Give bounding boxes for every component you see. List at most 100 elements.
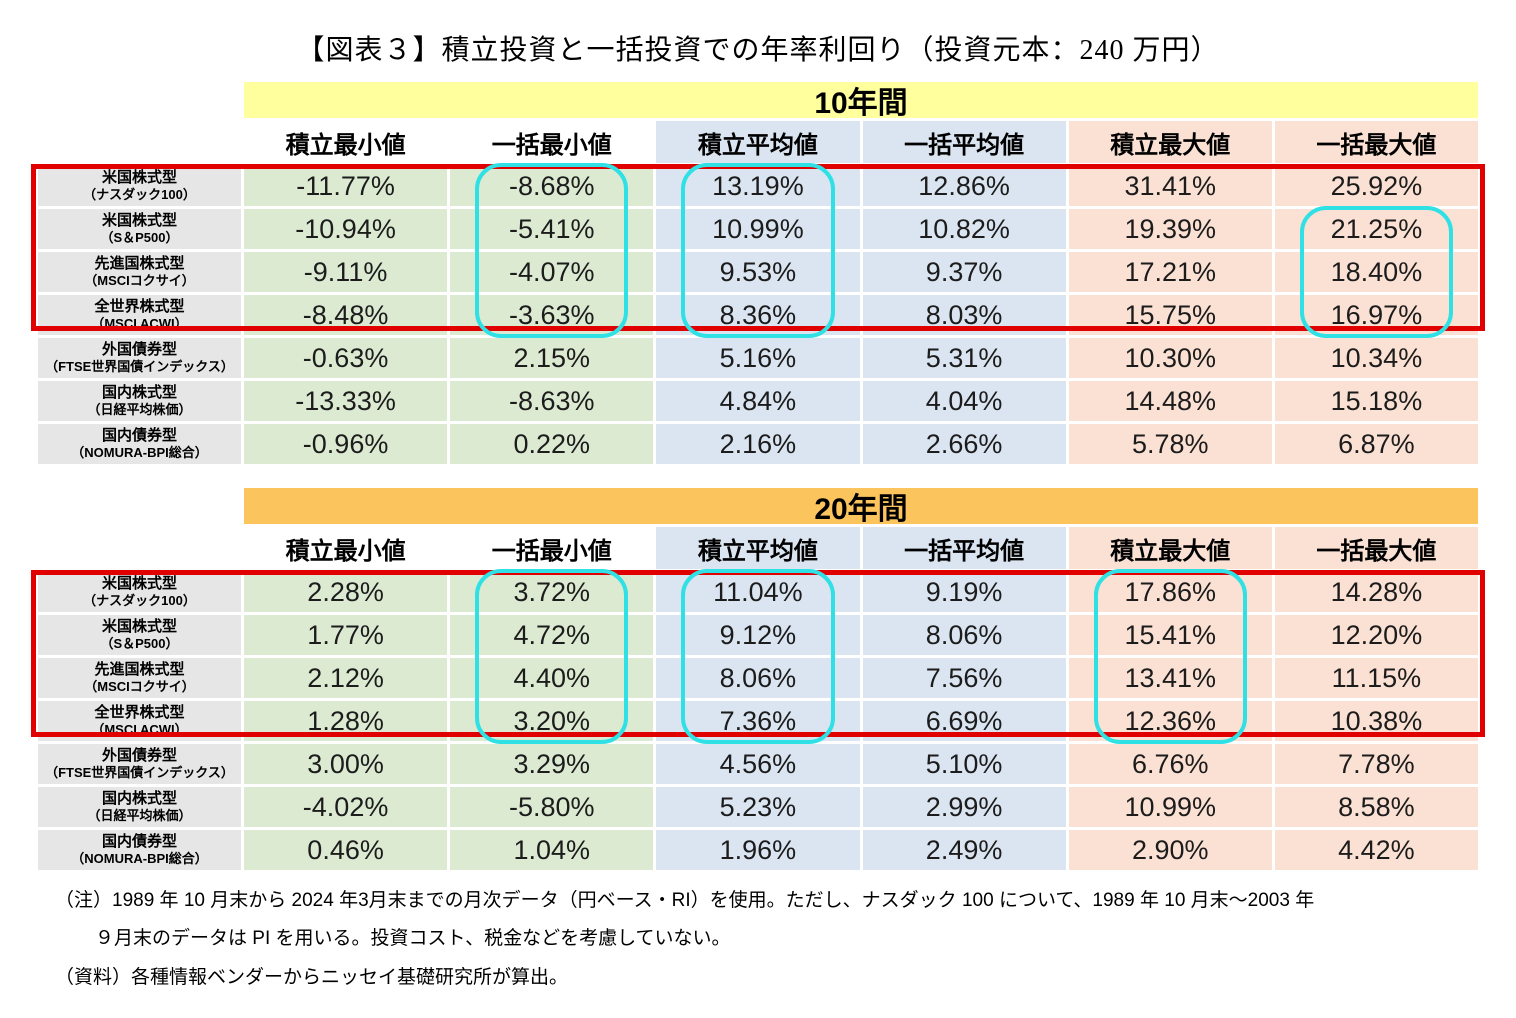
value-cell: 11.15% xyxy=(1274,658,1478,698)
note-line-2: ９月末のデータは PI を用いる。投資コスト、税金などを考慮していない。 xyxy=(95,928,731,950)
row-label-index: （S＆P500） xyxy=(100,636,179,652)
value-cell: 8.03% xyxy=(862,295,1066,335)
value-cell: 5.78% xyxy=(1068,424,1272,464)
value-cell: -13.33% xyxy=(244,381,448,421)
row-label-index: （NOMURA-BPI総合） xyxy=(71,445,208,461)
row-label-index: （FTSE世界国債インデックス） xyxy=(45,765,234,781)
value-cell: 1.04% xyxy=(450,830,654,870)
value-cell: 15.41% xyxy=(1068,615,1272,655)
value-cell: 5.10% xyxy=(862,744,1066,784)
row-label-category: 米国株式型 xyxy=(101,575,177,593)
value-cell: 2.66% xyxy=(862,424,1066,464)
column-header: 一括最大値 xyxy=(1274,121,1478,163)
value-cell: 10.99% xyxy=(1068,787,1272,827)
row-label-category: 国内株式型 xyxy=(101,790,177,808)
value-cell: -3.63% xyxy=(450,295,654,335)
column-header: 一括最小値 xyxy=(450,121,654,163)
note-line-1: （注）1989 年 10 月末から 2024 年3月末までの月次データ（円ベース… xyxy=(55,890,1315,911)
period-band: 20年間 xyxy=(244,488,1478,526)
value-cell: 1.96% xyxy=(656,830,860,870)
value-cell: 10.34% xyxy=(1274,338,1478,378)
value-cell: 9.53% xyxy=(656,252,860,292)
column-header: 積立最小値 xyxy=(244,527,448,569)
table-10-years: 10年間 積立最小値 一括最小値 積立平均値 一括平均値 積立最大値 一括最大値 米国株式型（… xyxy=(31,82,1485,464)
value-cell: 19.39% xyxy=(1068,209,1272,249)
value-cell: 7.56% xyxy=(862,658,1066,698)
row-label: 外国債券型 （FTSE世界国債インデックス） xyxy=(38,338,241,378)
row-label-category: 全世界株式型 xyxy=(94,704,185,722)
value-cell: 2.90% xyxy=(1068,830,1272,870)
row-label-index: （ナスダック100） xyxy=(83,593,196,609)
value-cell: 10.82% xyxy=(862,209,1066,249)
value-cell: 2.28% xyxy=(244,572,448,612)
row-label: 国内株式型 （日経平均株価） xyxy=(38,381,241,421)
column-header: 積立最大値 xyxy=(1068,527,1272,569)
value-cell: 7.78% xyxy=(1274,744,1478,784)
row-label-category: 外国債券型 xyxy=(101,341,177,359)
row-label-index: （NOMURA-BPI総合） xyxy=(71,851,208,867)
value-cell: 8.58% xyxy=(1274,787,1478,827)
value-cell: 6.76% xyxy=(1068,744,1272,784)
note-line-3: （資料）各種情報ベンダーからニッセイ基礎研究所が算出。 xyxy=(55,966,569,988)
value-cell: 7.36% xyxy=(656,701,860,741)
row-label-category: 国内株式型 xyxy=(101,384,177,402)
value-cell: 0.46% xyxy=(244,830,448,870)
value-cell: 12.36% xyxy=(1068,701,1272,741)
row-label: 全世界株式型 （MSCI ACWI） xyxy=(38,295,241,335)
row-label: 国内株式型 （日経平均株価） xyxy=(38,787,241,827)
value-cell: 6.87% xyxy=(1274,424,1478,464)
row-label: 米国株式型 （S＆P500） xyxy=(38,615,241,655)
value-cell: 14.28% xyxy=(1274,572,1478,612)
value-cell: 8.06% xyxy=(656,658,860,698)
period-band: 10年間 xyxy=(244,82,1478,120)
value-cell: 4.72% xyxy=(450,615,654,655)
row-label-index: （ナスダック100） xyxy=(83,187,196,203)
row-label-category: 米国株式型 xyxy=(101,169,177,187)
value-cell: -8.68% xyxy=(450,166,654,206)
row-label: 米国株式型 （ナスダック100） xyxy=(38,572,241,612)
row-label-category: 先進国株式型 xyxy=(94,255,185,273)
value-cell: 15.18% xyxy=(1274,381,1478,421)
column-header: 積立平均値 xyxy=(656,121,860,163)
value-cell: 17.86% xyxy=(1068,572,1272,612)
row-label: 国内債券型 （NOMURA-BPI総合） xyxy=(38,830,241,870)
value-cell: 25.92% xyxy=(1274,166,1478,206)
column-header: 一括最大値 xyxy=(1274,527,1478,569)
column-header: 一括最小値 xyxy=(450,527,654,569)
value-cell: -0.63% xyxy=(244,338,448,378)
column-header: 一括平均値 xyxy=(862,527,1066,569)
value-cell: 9.12% xyxy=(656,615,860,655)
value-cell: -4.02% xyxy=(244,787,448,827)
value-cell: 4.40% xyxy=(450,658,654,698)
row-label-index: （S＆P500） xyxy=(100,230,179,246)
value-cell: 4.04% xyxy=(862,381,1066,421)
value-cell: 5.31% xyxy=(862,338,1066,378)
row-label: 外国債券型 （FTSE世界国債インデックス） xyxy=(38,744,241,784)
row-label: 米国株式型 （S＆P500） xyxy=(38,209,241,249)
value-cell: 2.15% xyxy=(450,338,654,378)
row-label-index: （MSCIコクサイ） xyxy=(84,679,195,695)
value-cell: 9.19% xyxy=(862,572,1066,612)
value-cell: 5.23% xyxy=(656,787,860,827)
row-label: 全世界株式型 （MSCI ACWI） xyxy=(38,701,241,741)
value-cell: 13.19% xyxy=(656,166,860,206)
value-cell: 9.37% xyxy=(862,252,1066,292)
value-cell: 6.69% xyxy=(862,701,1066,741)
value-cell: -10.94% xyxy=(244,209,448,249)
value-cell: -4.07% xyxy=(450,252,654,292)
value-cell: 4.56% xyxy=(656,744,860,784)
value-cell: 10.38% xyxy=(1274,701,1478,741)
column-header: 積立平均値 xyxy=(656,527,860,569)
notes: （注）1989 年 10 月末から 2024 年3月末までの月次データ（円ベース… xyxy=(55,886,1505,992)
value-cell: 5.16% xyxy=(656,338,860,378)
table-20-years: 20年間 積立最小値 一括最小値 積立平均値 一括平均値 積立最大値 一括最大値 米国株式型（… xyxy=(31,488,1485,870)
value-cell: 10.99% xyxy=(656,209,860,249)
value-cell: 3.29% xyxy=(450,744,654,784)
value-cell: 12.86% xyxy=(862,166,1066,206)
column-header: 一括平均値 xyxy=(862,121,1066,163)
row-label-index: （MSCIコクサイ） xyxy=(84,273,195,289)
value-cell: 3.00% xyxy=(244,744,448,784)
value-cell: 17.21% xyxy=(1068,252,1272,292)
value-cell: 14.48% xyxy=(1068,381,1272,421)
